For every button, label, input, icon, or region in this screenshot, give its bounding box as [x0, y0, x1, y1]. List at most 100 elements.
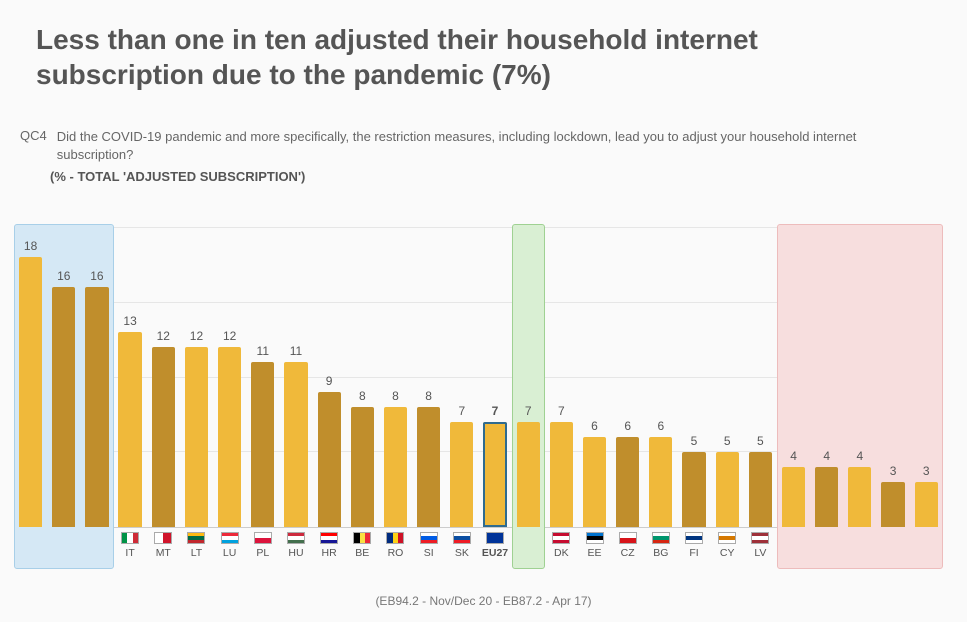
chart-x-label: RO [388, 547, 404, 559]
chart-bar-value: 4 [790, 449, 797, 463]
chart-bar-column: 3 [876, 464, 909, 527]
chart-bar-column: 6 [611, 419, 644, 527]
chart-bar-column: 6 [578, 419, 611, 527]
chart-bar [19, 257, 42, 527]
chart-bar [483, 422, 506, 527]
chart-bar-value: 12 [157, 329, 170, 343]
chart-bar-value: 13 [123, 314, 136, 328]
chart-x-tick: SK [445, 532, 478, 559]
chart-bar-value: 3 [923, 464, 930, 478]
chart-bar-value: 11 [257, 344, 269, 358]
chart-bar-column: 18 [14, 239, 47, 527]
chart-bar-column: 9 [313, 374, 346, 527]
flag-icon [320, 532, 338, 544]
page-title: Less than one in ten adjusted their hous… [0, 0, 967, 92]
chart-bar-value: 11 [290, 344, 302, 358]
chart-bar-column: 7 [478, 404, 511, 527]
chart-bar-value: 9 [326, 374, 333, 388]
chart-bar-column: 7 [512, 404, 545, 527]
chart-bar [649, 437, 672, 527]
chart-bar-value: 7 [558, 404, 565, 418]
bar-chart: 1816161312121211119888777766655544433 IE… [14, 228, 943, 573]
chart-bar [351, 407, 374, 527]
chart-bar [152, 347, 175, 527]
flag-icon [619, 532, 637, 544]
chart-x-label: MT [156, 547, 171, 559]
chart-x-tick: LT [180, 532, 213, 559]
chart-x-tick: HU [279, 532, 312, 559]
chart-bar [716, 452, 739, 527]
chart-bar [682, 452, 705, 527]
chart-bar [881, 482, 904, 527]
chart-bar-value: 7 [525, 404, 532, 418]
chart-bar-column: 8 [346, 389, 379, 527]
flag-icon [420, 532, 438, 544]
chart-bar [517, 422, 540, 527]
chart-bar [384, 407, 407, 527]
chart-bar-column: 12 [213, 329, 246, 527]
chart-x-tick: HR [313, 532, 346, 559]
chart-bar-column: 4 [843, 449, 876, 527]
chart-x-label: HU [288, 547, 303, 559]
chart-bar-value: 8 [359, 389, 366, 403]
chart-x-label: FI [689, 547, 698, 559]
chart-bar-column: 7 [545, 404, 578, 527]
chart-bar [52, 287, 75, 527]
chart-bar-value: 12 [190, 329, 203, 343]
chart-x-label: LV [754, 547, 766, 559]
chart-x-tick: SI [412, 532, 445, 559]
chart-bar-column: 6 [644, 419, 677, 527]
chart-bars-container: 1816161312121211119888777766655544433 [14, 228, 943, 527]
chart-bar-value: 6 [658, 419, 665, 433]
chart-bar-value: 5 [757, 434, 764, 448]
chart-bar-column: 13 [114, 314, 147, 527]
chart-x-label: IT [125, 547, 134, 559]
chart-bar-value: 5 [724, 434, 731, 448]
flag-icon [121, 532, 139, 544]
chart-bar [550, 422, 573, 527]
chart-bar-column: 4 [810, 449, 843, 527]
chart-x-tick: EU27 [478, 532, 511, 559]
chart-bar-column: 3 [910, 464, 943, 527]
chart-bar [848, 467, 871, 527]
chart-bar-value: 4 [823, 449, 830, 463]
chart-bar-column: 11 [246, 344, 279, 527]
flag-icon [685, 532, 703, 544]
chart-bar [616, 437, 639, 527]
chart-bar-column: 5 [677, 434, 710, 527]
chart-bar-column: 16 [80, 269, 113, 527]
chart-x-label: HR [322, 547, 337, 559]
chart-bar-value: 18 [24, 239, 37, 253]
chart-bar-column: 8 [379, 389, 412, 527]
chart-bar [782, 467, 805, 527]
chart-bar-column: 4 [777, 449, 810, 527]
question-subtitle: (% - TOTAL 'ADJUSTED SUBSCRIPTION') [0, 169, 967, 184]
chart-bar-value: 8 [392, 389, 399, 403]
chart-bar-column: 8 [412, 389, 445, 527]
chart-x-tick: CZ [611, 532, 644, 559]
chart-bar-value: 16 [57, 269, 70, 283]
chart-bar-column: 5 [744, 434, 777, 527]
chart-x-label: LT [191, 547, 202, 559]
flag-icon [254, 532, 272, 544]
chart-bar-column: 12 [180, 329, 213, 527]
chart-bar-value: 7 [492, 404, 499, 418]
chart-x-tick: LV [744, 532, 777, 559]
chart-bar-column: 11 [279, 344, 312, 527]
question-text: Did the COVID-19 pandemic and more speci… [57, 128, 927, 163]
flag-icon [386, 532, 404, 544]
chart-x-tick: EE [578, 532, 611, 559]
chart-bar [218, 347, 241, 527]
chart-bar [815, 467, 838, 527]
chart-bar-column: 12 [147, 329, 180, 527]
chart-bar-value: 16 [90, 269, 103, 283]
chart-x-tick: IT [114, 532, 147, 559]
chart-bar [284, 362, 307, 527]
chart-x-tick: RO [379, 532, 412, 559]
chart-x-label: SI [424, 547, 434, 559]
chart-x-label: LU [223, 547, 236, 559]
chart-bar [915, 482, 938, 527]
chart-x-label: BE [355, 547, 369, 559]
chart-bar-value: 12 [223, 329, 236, 343]
flag-icon [154, 532, 172, 544]
